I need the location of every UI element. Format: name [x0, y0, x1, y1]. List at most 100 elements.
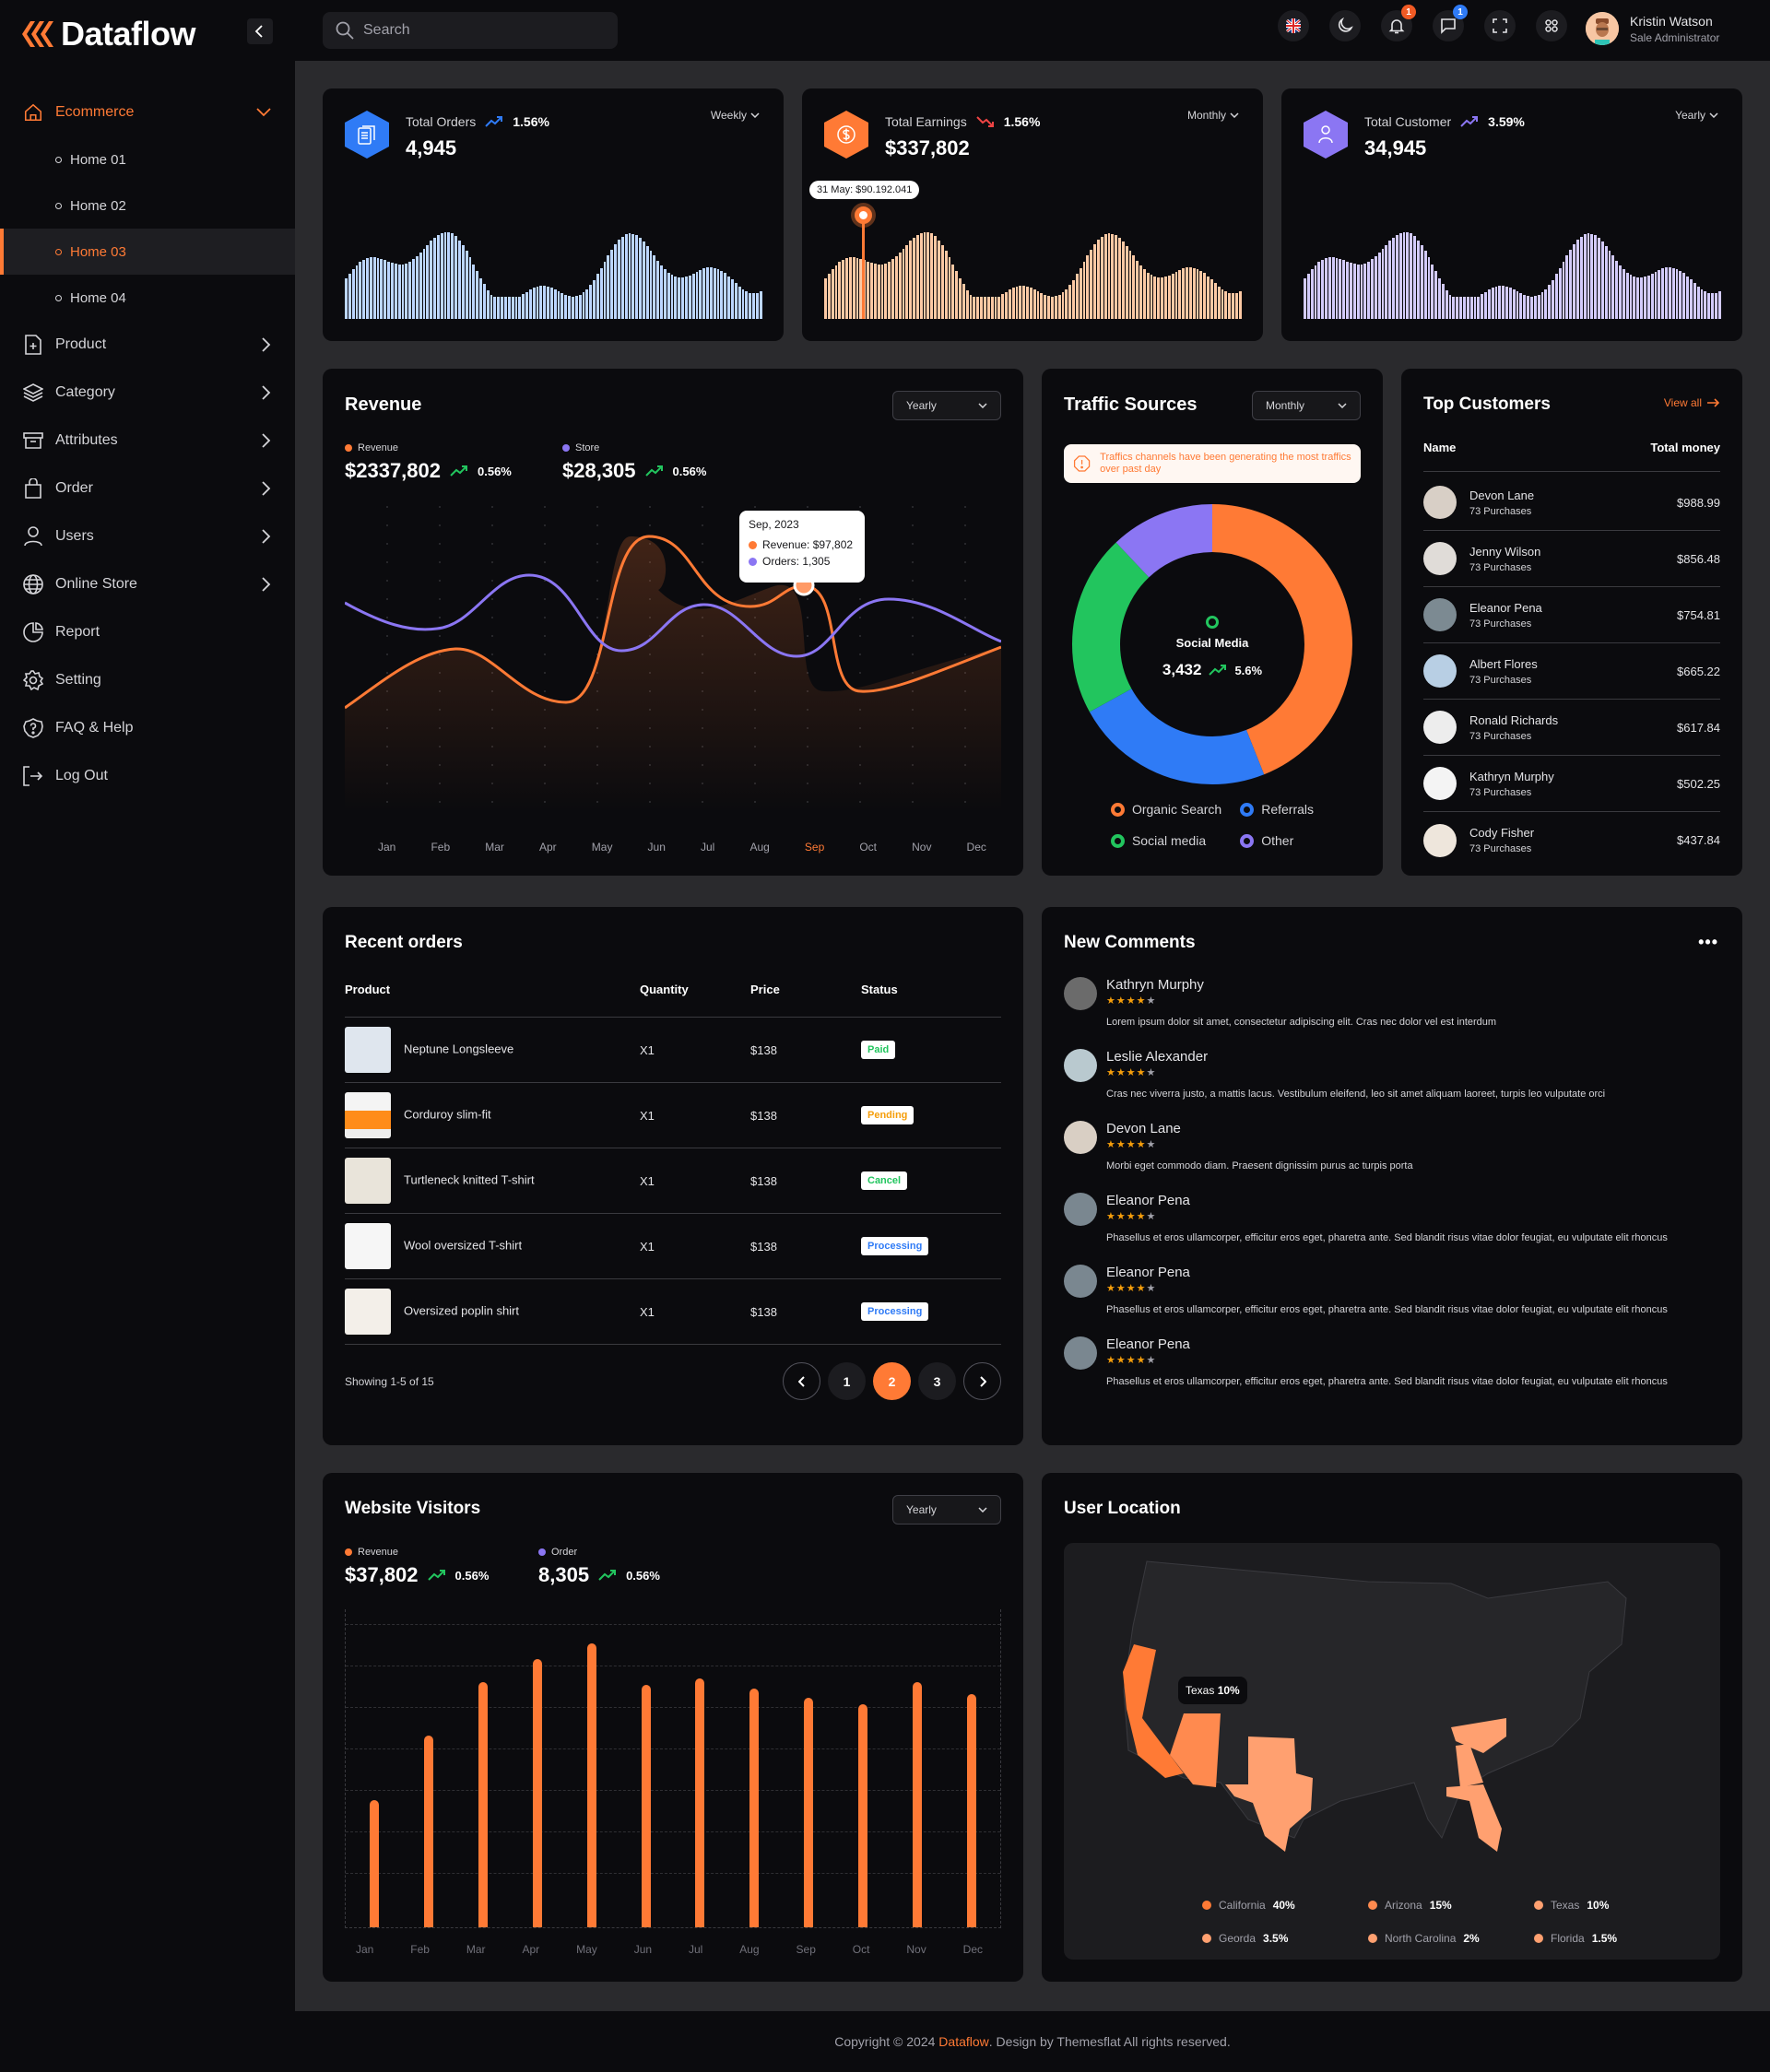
trend-up-icon	[427, 1570, 445, 1581]
chevron-right-icon	[262, 337, 271, 352]
sidebar-item-category[interactable]: Category	[0, 369, 295, 417]
bar[interactable]	[478, 1681, 489, 1927]
search-input[interactable]: Search	[323, 12, 618, 49]
more-options-icon[interactable]: •••	[1698, 933, 1718, 951]
messages-button[interactable]: 1	[1433, 5, 1468, 41]
avatar	[1423, 542, 1457, 575]
bar[interactable]	[532, 1659, 542, 1927]
bar[interactable]	[912, 1681, 922, 1927]
customer-row[interactable]: Eleanor Pena 73 Purchases $754.81	[1423, 587, 1720, 643]
sidebar-item-report[interactable]: Report	[0, 608, 295, 656]
customer-row[interactable]: Jenny Wilson 73 Purchases $856.48	[1423, 531, 1720, 587]
view-all-link[interactable]: View all	[1664, 396, 1720, 409]
trend-up-icon	[1209, 665, 1227, 676]
user-profile[interactable]: Kristin Watson Sale Administrator	[1586, 12, 1719, 45]
sidebar-item-setting[interactable]: Setting	[0, 656, 295, 704]
customer-row[interactable]: Kathryn Murphy 73 Purchases $502.25	[1423, 756, 1720, 812]
period-dropdown[interactable]: Weekly	[711, 109, 760, 122]
language-button[interactable]	[1278, 10, 1309, 41]
ring-icon	[1110, 802, 1125, 817]
bar[interactable]	[749, 1688, 760, 1927]
table-row[interactable]: Oversized poplin shirt X1 $138 Processing	[345, 1278, 1001, 1345]
file-plus-icon	[22, 334, 44, 356]
bar[interactable]	[695, 1678, 705, 1927]
revenue-tooltip: Sep, 2023 Revenue: $97,802 Orders: 1,305	[739, 511, 865, 583]
revenue-period-select[interactable]: Yearly	[892, 391, 1001, 420]
sidebar-item-attributes[interactable]: Attributes	[0, 417, 295, 465]
period-dropdown[interactable]: Monthly	[1187, 109, 1239, 122]
main-content: Total Orders 1.56% 4,945 Weekly Total Ea…	[295, 61, 1770, 2011]
sidebar-item-log-out[interactable]: Log Out	[0, 752, 295, 800]
home-icon	[22, 101, 44, 124]
logo[interactable]: Dataflow	[22, 15, 196, 53]
sidebar-subitem-home-01[interactable]: Home 01	[0, 136, 295, 182]
rating-stars: ★★★★★	[1106, 995, 1157, 1007]
status-badge: Pending	[861, 1106, 914, 1124]
map-tooltip: Texas 10%	[1178, 1677, 1247, 1704]
user-role: Sale Administrator	[1630, 30, 1720, 44]
period-dropdown[interactable]: Yearly	[1675, 109, 1718, 122]
bar[interactable]	[424, 1736, 434, 1927]
legend-organic-search[interactable]: Organic Search	[1110, 802, 1221, 817]
table-row[interactable]: Wool oversized T-shirt X1 $138 Processing	[345, 1213, 1001, 1279]
legend-georgia: Georda 3.5%	[1202, 1932, 1368, 1945]
sidebar-item-order[interactable]: Order	[0, 465, 295, 512]
page-3-button[interactable]: 3	[918, 1362, 956, 1400]
stat-title: Total Customer	[1364, 114, 1452, 129]
legend-social-media[interactable]: Social media	[1110, 833, 1221, 848]
legend-north-carolina: North Carolina 2%	[1368, 1932, 1534, 1945]
comment-item: Kathryn Murphy ★★★★★ Lorem ipsum dolor sit…	[1064, 977, 1720, 1029]
revenue-card: Revenue Yearly Revenue $2337,802 0.56% S…	[323, 369, 1023, 876]
bar[interactable]	[966, 1694, 976, 1927]
page-1-button[interactable]: 1	[828, 1362, 866, 1400]
bullet-icon	[55, 294, 62, 301]
legend-florida: Florida 1.5%	[1534, 1932, 1700, 1945]
traffic-period-select[interactable]: Monthly	[1252, 391, 1361, 420]
sidebar-subitem-home-03[interactable]: Home 03	[0, 229, 295, 275]
bar[interactable]	[641, 1685, 651, 1927]
table-row[interactable]: Neptune Longsleeve X1 $138 Paid	[345, 1017, 1001, 1083]
earnings-marker-line	[862, 213, 865, 319]
sidebar-item-ecommerce[interactable]: Ecommerce	[0, 88, 295, 136]
collapse-sidebar-button[interactable]	[247, 18, 273, 44]
bar[interactable]	[804, 1697, 814, 1927]
table-row[interactable]: Turtleneck knitted T-shirt X1 $138 Cancel	[345, 1148, 1001, 1214]
sidebar-subitem-home-04[interactable]: Home 04	[0, 275, 295, 321]
bar[interactable]	[370, 1799, 380, 1927]
chevron-down-icon	[978, 1507, 987, 1513]
notifications-button[interactable]: 1	[1381, 5, 1416, 41]
customer-row[interactable]: Ronald Richards 73 Purchases $617.84	[1423, 700, 1720, 756]
table-row[interactable]: Corduroy slim-fit X1 $138 Pending	[345, 1082, 1001, 1148]
footer-brand-link[interactable]: Dataflow	[938, 2034, 989, 2049]
prev-page-button[interactable]	[783, 1362, 820, 1400]
bar[interactable]	[586, 1643, 596, 1927]
stat-change: 3.59%	[1488, 114, 1525, 129]
earnings-marker-dot[interactable]	[855, 206, 872, 224]
customer-row[interactable]: Devon Lane 73 Purchases $988.99	[1423, 475, 1720, 531]
page-2-button[interactable]: 2	[873, 1362, 911, 1400]
visitors-period-select[interactable]: Yearly	[892, 1495, 1001, 1525]
bar[interactable]	[857, 1703, 867, 1927]
legend-other[interactable]: Other	[1240, 833, 1314, 848]
customer-row[interactable]: Albert Flores 73 Purchases $665.22	[1423, 643, 1720, 700]
fullscreen-button[interactable]	[1484, 10, 1516, 41]
traffic-sources-card: Traffic Sources Monthly Traffics channel…	[1042, 369, 1383, 876]
sidebar-item-product[interactable]: Product	[0, 321, 295, 369]
product-image	[345, 1027, 391, 1073]
sidebar-item-users[interactable]: Users	[0, 512, 295, 560]
grid-icon	[1545, 19, 1558, 32]
sidebar-item-faq-help[interactable]: FAQ & Help	[0, 704, 295, 752]
sidebar-subitem-home-02[interactable]: Home 02	[0, 182, 295, 229]
next-page-button[interactable]	[963, 1362, 1001, 1400]
card-title: User Location	[1064, 1499, 1181, 1518]
legend-referrals[interactable]: Referrals	[1240, 802, 1314, 817]
sidebar-item-online-store[interactable]: Online Store	[0, 560, 295, 608]
traffic-alert: Traffics channels have been generating t…	[1064, 444, 1361, 483]
dark-mode-toggle[interactable]	[1329, 10, 1361, 41]
top-customers-card: Top Customers View all Name Total money D…	[1401, 369, 1742, 876]
customer-row[interactable]: Cody Fisher 73 Purchases $437.84	[1423, 812, 1720, 868]
revenue-x-axis: Jan Feb Mar Apr May Jun Jul Aug Sep Oct Nov Dec	[378, 841, 986, 854]
card-title: Recent orders	[345, 933, 463, 952]
chevron-left-icon	[797, 1375, 805, 1387]
apps-button[interactable]	[1536, 10, 1567, 41]
